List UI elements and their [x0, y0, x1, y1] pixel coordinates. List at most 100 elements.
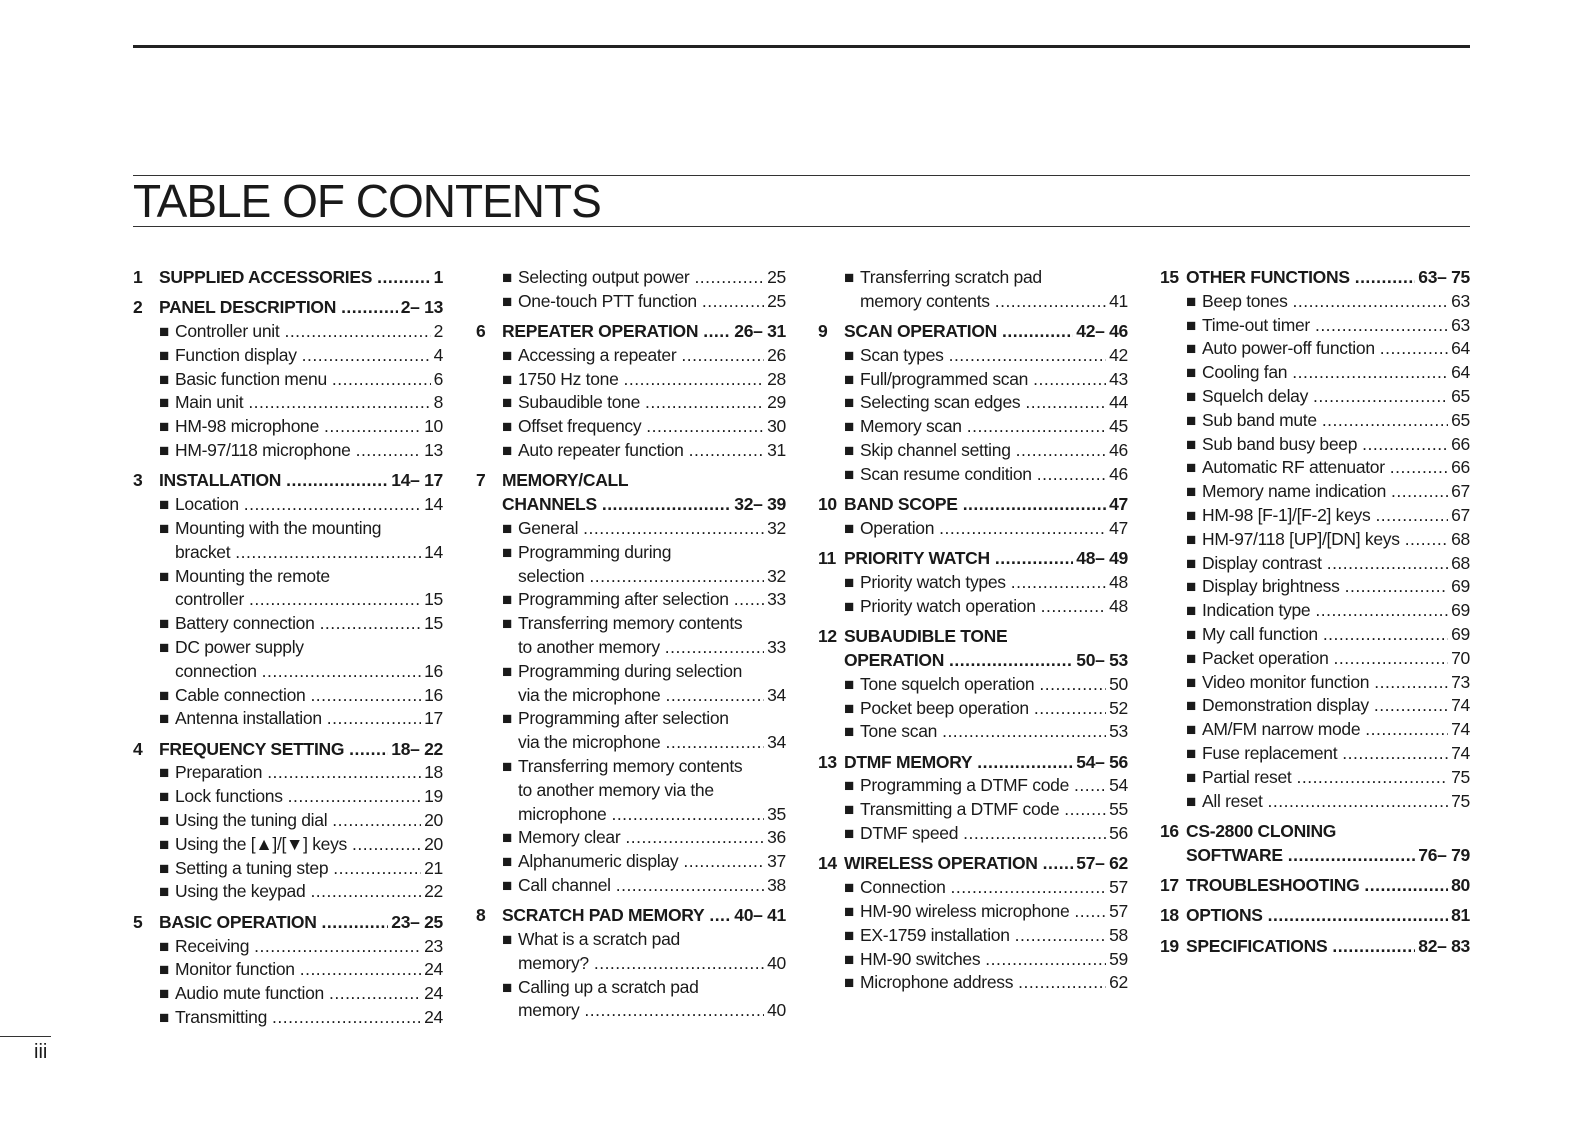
toc-item[interactable]: ■ Transmitting 24: [133, 1006, 443, 1030]
toc-section[interactable]: 14 WIRELESS OPERATION 57– 62: [818, 852, 1128, 876]
page-ref[interactable]: 37: [767, 851, 786, 872]
page-ref[interactable]: 48– 49: [1076, 548, 1128, 569]
toc-section[interactable]: 1 SUPPLIED ACCESSORIES 1: [133, 266, 443, 290]
page-ref[interactable]: 42– 46: [1076, 321, 1128, 342]
page-ref[interactable]: 48: [1109, 595, 1128, 616]
toc-item[interactable]: ■ Squelch delay 65: [1160, 385, 1470, 409]
page-ref[interactable]: 56: [1109, 823, 1128, 844]
toc-item[interactable]: ■ Transmitting a DTMF code 55: [818, 798, 1128, 822]
toc-item[interactable]: ■ Location 14: [133, 493, 443, 517]
toc-item[interactable]: ■ DC power supply connection 16: [133, 636, 443, 684]
page-ref[interactable]: 50– 53: [1076, 649, 1128, 670]
page-ref[interactable]: 32: [767, 517, 786, 538]
toc-item[interactable]: ■ Transferring scratch pad memory contents…: [818, 266, 1128, 314]
page-ref[interactable]: 69: [1451, 623, 1470, 644]
page-ref[interactable]: 53: [1109, 721, 1128, 742]
toc-item[interactable]: ■ Priority watch types 48: [818, 571, 1128, 595]
toc-item[interactable]: ■ Partial reset 75: [1160, 766, 1470, 790]
page-ref[interactable]: 40: [767, 952, 786, 973]
page-ref[interactable]: 81: [1451, 905, 1470, 926]
page-ref[interactable]: 73: [1451, 671, 1470, 692]
page-ref[interactable]: 25: [767, 267, 786, 287]
page-ref[interactable]: 1: [433, 267, 444, 287]
toc-section[interactable]: 2 PANEL DESCRIPTION 2– 13: [133, 296, 443, 320]
page-ref[interactable]: 68: [1451, 528, 1470, 549]
toc-item[interactable]: ■ All reset 75: [1160, 790, 1470, 814]
toc-section[interactable]: 6 REPEATER OPERATION 26– 31: [476, 320, 786, 344]
page-ref[interactable]: 17: [424, 708, 443, 729]
toc-item[interactable]: ■ Main unit 8: [133, 391, 443, 415]
toc-item[interactable]: ■ Audio mute function 24: [133, 982, 443, 1006]
page-ref[interactable]: 44: [1109, 392, 1128, 413]
toc-item[interactable]: ■ Using the tuning dial 20: [133, 809, 443, 833]
toc-item[interactable]: ■ Auto repeater function 31: [476, 439, 786, 463]
toc-item[interactable]: ■ Function display 4: [133, 344, 443, 368]
toc-item[interactable]: ■ Mounting with the mounting bracket 14: [133, 517, 443, 565]
toc-item[interactable]: ■ Skip channel setting 46: [818, 439, 1128, 463]
page-ref[interactable]: 80: [1451, 874, 1470, 895]
toc-item[interactable]: ■ Programming after selection 33: [476, 588, 786, 612]
toc-item[interactable]: ■ My call function 69: [1160, 623, 1470, 647]
page-ref[interactable]: 25: [767, 290, 786, 311]
toc-section[interactable]: 15 OTHER FUNCTIONS 63– 75: [1160, 266, 1470, 290]
toc-item[interactable]: ■ Mounting the remote controller 15: [133, 565, 443, 613]
page-ref[interactable]: 46: [1109, 440, 1128, 461]
page-ref[interactable]: 74: [1451, 742, 1470, 763]
toc-item[interactable]: ■ EX-1759 installation 58: [818, 924, 1128, 948]
toc-item[interactable]: ■ Packet operation 70: [1160, 647, 1470, 671]
page-ref[interactable]: 10: [424, 416, 443, 437]
page-ref[interactable]: 66: [1451, 457, 1470, 478]
page-ref[interactable]: 63: [1451, 290, 1470, 311]
toc-item[interactable]: ■ Programming after selection via the micr…: [476, 707, 786, 755]
toc-section[interactable]: 7 MEMORY/CALL CHANNELS 32– 39: [476, 469, 786, 517]
page-ref[interactable]: 38: [767, 874, 786, 895]
page-ref[interactable]: 33: [767, 636, 786, 657]
page-ref[interactable]: 29: [767, 392, 786, 413]
page-ref[interactable]: 42: [1109, 344, 1128, 365]
page-ref[interactable]: 8: [433, 392, 444, 413]
toc-item[interactable]: ■ Sub band busy beep 66: [1160, 433, 1470, 457]
toc-item[interactable]: ■ Scan resume condition 46: [818, 463, 1128, 487]
toc-section[interactable]: 18 OPTIONS 81: [1160, 904, 1470, 928]
page-ref[interactable]: 15: [424, 589, 443, 610]
page-ref[interactable]: 76– 79: [1418, 844, 1470, 865]
toc-item[interactable]: ■ HM-98 [F-1]/[F-2] keys 67: [1160, 504, 1470, 528]
page-ref[interactable]: 32– 39: [734, 494, 786, 515]
page-ref[interactable]: 18– 22: [391, 738, 443, 759]
toc-item[interactable]: ■ Alphanumeric display 37: [476, 850, 786, 874]
page-ref[interactable]: 70: [1451, 647, 1470, 668]
toc-item[interactable]: ■ Video monitor function 73: [1160, 671, 1470, 695]
page-ref[interactable]: 82– 83: [1418, 935, 1470, 956]
toc-item[interactable]: ■ Demonstration display 74: [1160, 694, 1470, 718]
toc-item[interactable]: ■ Indication type 69: [1160, 599, 1470, 623]
page-ref[interactable]: 67: [1451, 504, 1470, 525]
page-ref[interactable]: 30: [767, 416, 786, 437]
toc-section[interactable]: 3 INSTALLATION 14– 17: [133, 469, 443, 493]
page-ref[interactable]: 75: [1451, 766, 1470, 787]
page-ref[interactable]: 20: [424, 833, 443, 854]
toc-item[interactable]: ■ Priority watch operation 48: [818, 595, 1128, 619]
page-ref[interactable]: 16: [424, 660, 443, 681]
page-ref[interactable]: 21: [424, 857, 443, 878]
page-ref[interactable]: 24: [424, 959, 443, 980]
toc-item[interactable]: ■ Basic function menu 6: [133, 368, 443, 392]
page-ref[interactable]: 62: [1109, 972, 1128, 993]
toc-item[interactable]: ■ Automatic RF attenuator 66: [1160, 456, 1470, 480]
page-ref[interactable]: 4: [433, 344, 444, 365]
toc-item[interactable]: ■ Preparation 18: [133, 761, 443, 785]
page-ref[interactable]: 14: [424, 541, 443, 562]
toc-item[interactable]: ■ Lock functions 19: [133, 785, 443, 809]
page-ref[interactable]: 52: [1109, 697, 1128, 718]
toc-item[interactable]: ■ HM-98 microphone 10: [133, 415, 443, 439]
page-ref[interactable]: 41: [1109, 290, 1128, 311]
page-ref[interactable]: 63: [1451, 314, 1470, 335]
toc-item[interactable]: ■ Fuse replacement 74: [1160, 742, 1470, 766]
toc-item[interactable]: ■ Full/programmed scan 43: [818, 368, 1128, 392]
toc-item[interactable]: ■ Antenna installation 17: [133, 707, 443, 731]
toc-item[interactable]: ■ Beep tones 63: [1160, 290, 1470, 314]
page-ref[interactable]: 57: [1109, 900, 1128, 921]
toc-item[interactable]: ■ Call channel 38: [476, 874, 786, 898]
page-ref[interactable]: 43: [1109, 368, 1128, 389]
page-ref[interactable]: 2: [433, 321, 444, 342]
